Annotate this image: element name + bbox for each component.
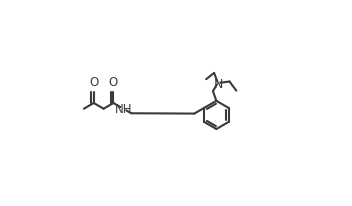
Text: O: O xyxy=(89,76,98,89)
Text: NH: NH xyxy=(114,103,132,116)
Text: N: N xyxy=(214,77,223,90)
Text: O: O xyxy=(109,76,118,89)
